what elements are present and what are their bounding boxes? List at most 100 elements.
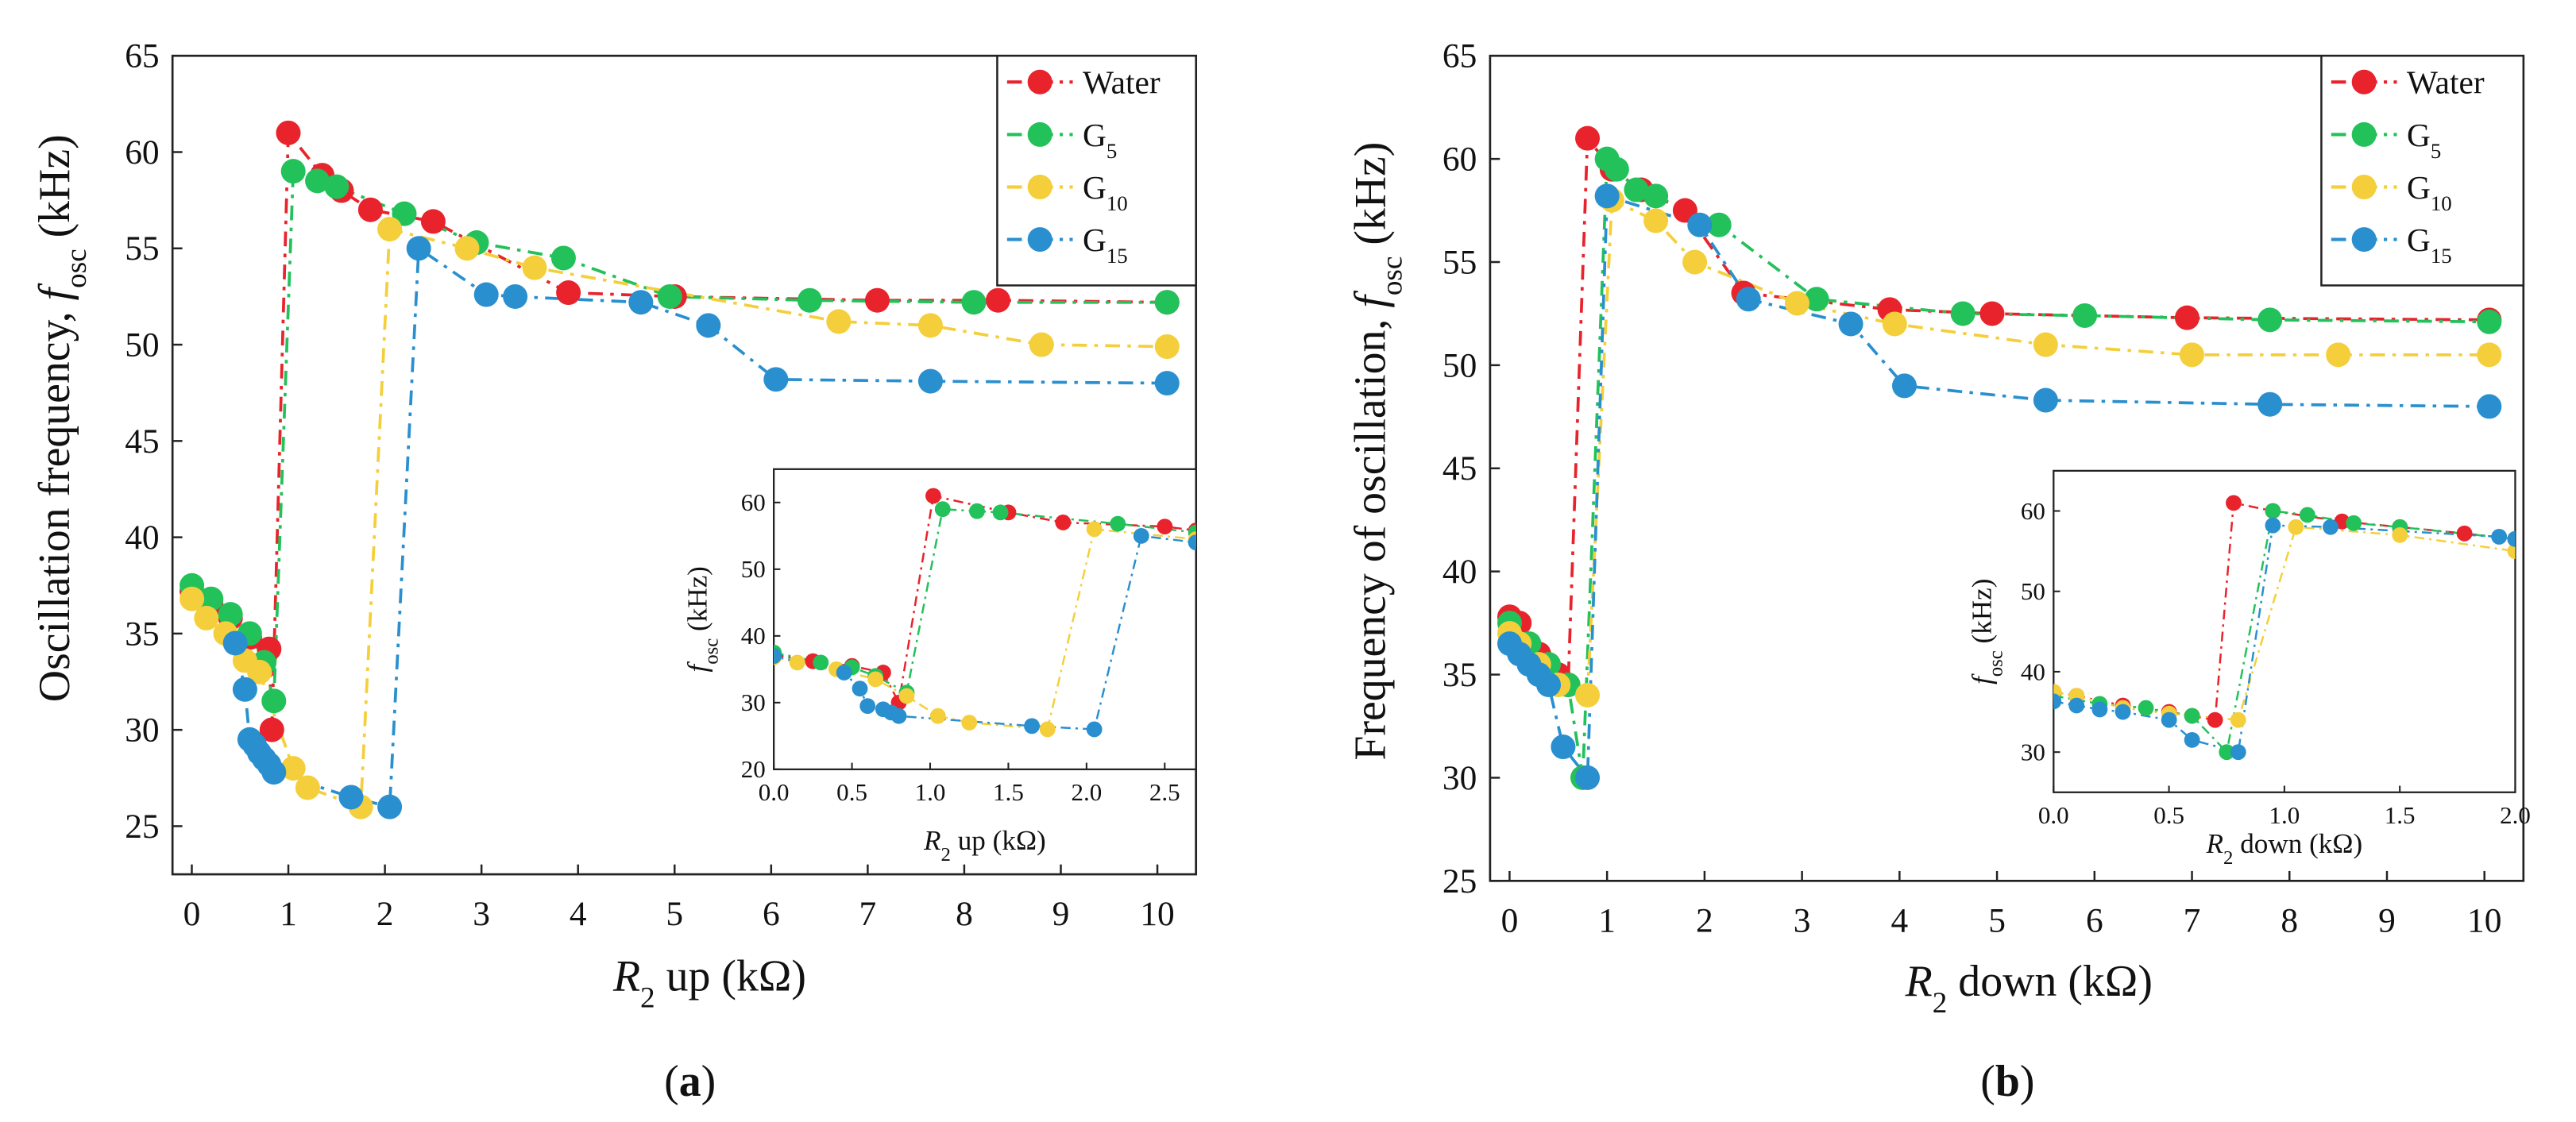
y-axis-label-text: Oscillation frequency,	[30, 300, 79, 702]
inset-x-tick-label: 2.0	[1071, 778, 1102, 806]
data-point-g5	[550, 245, 576, 271]
data-point-g5	[199, 586, 224, 611]
inset-data-point-g15	[2323, 519, 2338, 535]
data-point-water	[985, 287, 1010, 313]
data-point-g15	[1536, 672, 1562, 697]
y-axis-label: Frequency of oscillation, fosc (kHz)	[1346, 142, 1408, 761]
data-point-g5	[261, 688, 287, 714]
data-point-g5	[961, 290, 987, 315]
data-point-g10	[2477, 342, 2502, 368]
y-tick-label: 55	[125, 229, 159, 268]
inset-data-point-water	[925, 488, 941, 504]
x-tick-label: 4	[1890, 901, 1908, 939]
inset-y-tick-label: 60	[741, 488, 766, 516]
inset-series-line-g10	[2053, 526, 2516, 722]
legend-label-g10: G10	[1083, 169, 1128, 215]
data-point-water	[357, 197, 383, 222]
legend-label-main: G	[1083, 222, 1106, 258]
x-axis-label-var: R	[612, 952, 640, 1001]
data-point-g15	[261, 760, 287, 785]
inset-y-tick-label: 40	[741, 622, 766, 650]
inset-data-point-g15	[859, 698, 876, 715]
y-axis-label-unit: (kHz)	[30, 134, 79, 249]
data-point-g5	[305, 168, 330, 194]
y-axis-label-unit: (kHz)	[1346, 142, 1395, 256]
data-point-g15	[503, 284, 528, 309]
inset-data-point-g5	[2299, 507, 2315, 523]
data-point-g15	[1154, 371, 1180, 396]
data-point-g5	[1950, 301, 1975, 326]
inset-data-point-g10	[929, 708, 946, 724]
data-point-g15	[628, 290, 654, 315]
inset-y-axis-label-var: f	[1967, 673, 1998, 684]
x-tick-label: 4	[570, 895, 587, 933]
y-tick-label: 60	[125, 133, 159, 172]
y-tick-label: 25	[125, 808, 159, 846]
inset-plot: 0.0 0.5 1.0 1.5 2.0 2.5 20 30 40 50 60 R2 up (kΩ) fo…	[682, 468, 1197, 866]
panel-label-close: )	[2020, 1057, 2035, 1106]
data-point-g5	[657, 284, 682, 309]
data-point-g10	[1029, 332, 1054, 357]
inset-x-tick-label: 1.5	[2385, 801, 2416, 829]
inset-data-point-g15	[1133, 527, 1149, 544]
inset-data-point-g10	[1039, 721, 1056, 738]
inset-data-point-g15	[2507, 530, 2516, 547]
inset-data-point-g15	[2265, 517, 2281, 534]
y-tick-label: 60	[1442, 141, 1477, 179]
y-tick-label: 40	[125, 519, 159, 557]
data-point-g5	[1154, 290, 1180, 315]
data-point-g10	[1154, 334, 1180, 359]
inset-data-point-g15	[852, 681, 868, 697]
data-point-g15	[1891, 373, 1918, 399]
panel-label: (b)	[1980, 1057, 2034, 1106]
inset-data-point-water	[1055, 515, 1072, 530]
legend-label-main: G	[2407, 117, 2431, 153]
x-axis-label-sub: 2	[640, 981, 655, 1014]
inset-data-point-g15	[1024, 718, 1040, 735]
inset-data-point-g10	[2392, 526, 2408, 543]
inset-x-tick-label: 0.5	[2153, 801, 2184, 829]
inset-data-point-water	[2226, 495, 2242, 511]
data-point-water	[420, 209, 446, 234]
inset-y-axis-label-sub: osc	[701, 638, 722, 665]
x-tick-label: 1	[280, 895, 297, 933]
inset-data-point-g15	[836, 665, 852, 681]
inset-x-axis-label-sub: 2	[2223, 847, 2233, 869]
inset-series-line-g10	[774, 528, 1196, 731]
inset-data-point-g5	[2265, 503, 2281, 519]
data-point-g10	[2033, 332, 2058, 357]
data-point-g15	[1575, 765, 1601, 790]
data-point-g15	[406, 236, 431, 261]
inset-y-axis-label: fosc (kHz)	[1967, 579, 2007, 684]
legend-marker-g15	[1027, 227, 1052, 253]
inset-x-tick-label: 0.5	[836, 778, 867, 806]
data-point-g10	[1682, 249, 1708, 275]
x-tick-label: 2	[1696, 901, 1713, 939]
inset-x-tick-label: 1.5	[993, 778, 1024, 806]
y-axis-label-var: f	[1346, 291, 1395, 308]
legend-marker-water	[2351, 69, 2377, 94]
legend-label-water: Water	[2407, 64, 2485, 101]
y-tick-label: 35	[125, 615, 159, 653]
inset-x-axis-label: R2 down (kΩ)	[2206, 828, 2363, 868]
inset-data-point-g5	[2219, 744, 2235, 761]
inset-data-point-g10	[961, 715, 978, 731]
y-tick-label: 50	[125, 326, 159, 364]
data-point-g5	[1643, 183, 1669, 209]
legend-marker-g15	[2351, 227, 2377, 253]
inset-data-point-g15	[2161, 711, 2177, 728]
legend-marker-g10	[1027, 175, 1052, 199]
inset-x-axis-label-unit: up (kΩ)	[951, 825, 1046, 856]
x-tick-label: 0	[1501, 901, 1519, 939]
legend-label-sub: 5	[2431, 139, 2441, 163]
inset-y-tick-label: 40	[2021, 657, 2045, 685]
plot-frame	[171, 54, 1198, 876]
x-tick-label: 9	[1052, 895, 1070, 933]
legend-label-main: Water	[1083, 64, 1161, 101]
y-tick-label: 45	[1442, 449, 1477, 488]
data-point-g5	[1804, 287, 1829, 312]
data-point-g10	[280, 756, 306, 781]
x-tick-label: 0	[183, 895, 201, 933]
